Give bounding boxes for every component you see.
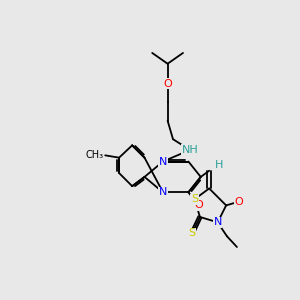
- Text: O: O: [163, 79, 172, 89]
- Text: O: O: [194, 200, 203, 210]
- Text: O: O: [235, 196, 244, 206]
- Text: S: S: [189, 228, 196, 238]
- Text: N: N: [159, 157, 167, 166]
- Text: S: S: [191, 194, 198, 204]
- Text: H: H: [215, 160, 224, 170]
- Text: N: N: [214, 217, 222, 227]
- Text: N: N: [159, 187, 167, 197]
- Text: NH: NH: [182, 145, 198, 155]
- Text: CH₃: CH₃: [85, 150, 104, 160]
